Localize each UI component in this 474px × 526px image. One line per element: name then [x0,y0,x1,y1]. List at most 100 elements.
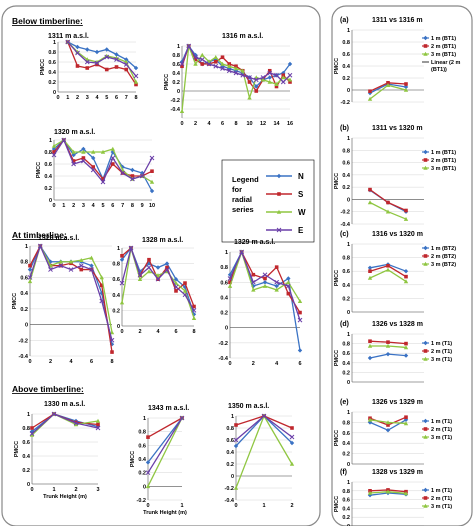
x-tick-label: 2 [194,121,197,127]
data-point [128,245,134,251]
panel-label: (a) [340,17,349,24]
y-axis-label: PMCC [334,270,340,286]
data-point [287,61,293,67]
y-tick-label: 0.2 [220,311,228,317]
data-point [51,143,57,148]
data-point [213,63,219,69]
x-tick-label: 6 [221,121,224,127]
data-point [29,432,35,437]
data-point [287,72,293,78]
data-point [179,59,185,64]
data-point [155,265,161,270]
series-line-N [229,250,301,351]
y-tick-label: 1 [347,410,350,416]
y-tick-label: 0.6 [112,277,120,283]
y-tick-label: 0 [143,484,146,490]
data-point [124,57,129,62]
legend-entry: 1 m (BT2) [431,246,456,252]
x-tick-label: 4 [156,329,160,335]
legend-entry: 1 m (T1) [431,341,452,347]
data-point [386,81,390,85]
y-axis-label: PMCC [36,162,42,178]
x-tick-label: 4 [92,203,96,209]
data-point [182,284,188,290]
data-point [200,52,205,57]
y-tick-label: 0.2 [22,468,30,474]
chart-title: 1320 m a.s.l. [54,129,95,136]
data-point [114,57,119,62]
legend-entry: 3 m (T1) [431,357,452,363]
data-point [110,350,114,354]
data-point [120,164,125,170]
data-point [109,337,115,343]
series-line-BT1_3 [369,84,407,100]
y-tick-label: 1 [143,416,146,422]
data-point [27,275,33,280]
data-point [51,146,57,152]
data-point [68,267,74,272]
data-point [119,280,125,286]
data-point [226,68,232,74]
chart-title: 1328 vs 1329 m [372,469,423,476]
data-point [145,460,151,465]
panel-label: (c) [340,231,349,238]
data-point [193,57,198,62]
y-tick-label: 0.2 [20,307,28,313]
x-tick-label: 10 [246,121,252,127]
legend-marker [423,149,428,155]
y-tick-label: -0.4 [19,354,29,360]
y-tick-label: 0.8 [220,265,228,271]
x-tick-label: 0 [30,487,33,493]
y-tick-label: 0.4 [342,506,351,512]
y-axis-label: PMCC [12,293,18,309]
legend-label-S: S [298,190,304,199]
chart-title: 1350 m a.s.l. [228,403,269,410]
legend-entry-linear: (BT1)) [431,67,447,73]
legend-entry: 2 m (T1) [431,427,452,433]
legend-marker [423,418,428,424]
y-tick-label: 0.8 [112,262,120,268]
data-point [75,64,80,68]
y-tick-label: 0.4 [138,457,147,463]
x-tick-label: 7 [121,203,124,209]
chart-title: 1326 m a.s.l. [38,235,79,242]
data-point [240,72,246,78]
x-tick-label: 14 [273,121,280,127]
x-tick-label: 3 [96,487,99,493]
data-point [91,149,96,154]
data-point [193,54,198,60]
legend-label-E: E [298,226,304,235]
data-point [274,72,279,78]
y-tick-label: -0.4 [171,107,181,113]
data-point [289,434,295,440]
y-tick-label: 0.2 [342,452,350,458]
data-point [274,265,279,269]
y-tick-label: 0.6 [20,275,28,281]
y-tick-label: 1 [177,44,180,50]
data-point [286,291,291,296]
data-point [368,339,372,343]
x-tick-label: 4 [207,121,211,127]
legend-marker-W [276,209,282,214]
data-point [247,80,252,84]
y-tick-label: 0 [53,90,56,96]
data-point [91,165,95,169]
data-point [73,422,79,427]
data-point [84,59,90,65]
data-point [186,43,192,49]
y-tick-label: 0.6 [48,60,56,66]
x-tick-label: 4 [95,95,99,101]
y-tick-label: 0.6 [342,161,350,167]
x-tick-label: 7 [125,95,128,101]
data-point [368,269,372,273]
data-point [68,259,74,264]
y-tick-label: 0 [225,326,228,332]
data-point [104,54,110,60]
data-point [263,276,267,281]
y-tick-label: 0.6 [138,443,146,449]
data-point [404,82,408,86]
y-tick-label: 0 [49,198,52,204]
y-tick-label: 1 [49,138,52,144]
y-tick-label: 0.4 [342,283,351,289]
y-tick-label: -0.4 [225,498,235,504]
